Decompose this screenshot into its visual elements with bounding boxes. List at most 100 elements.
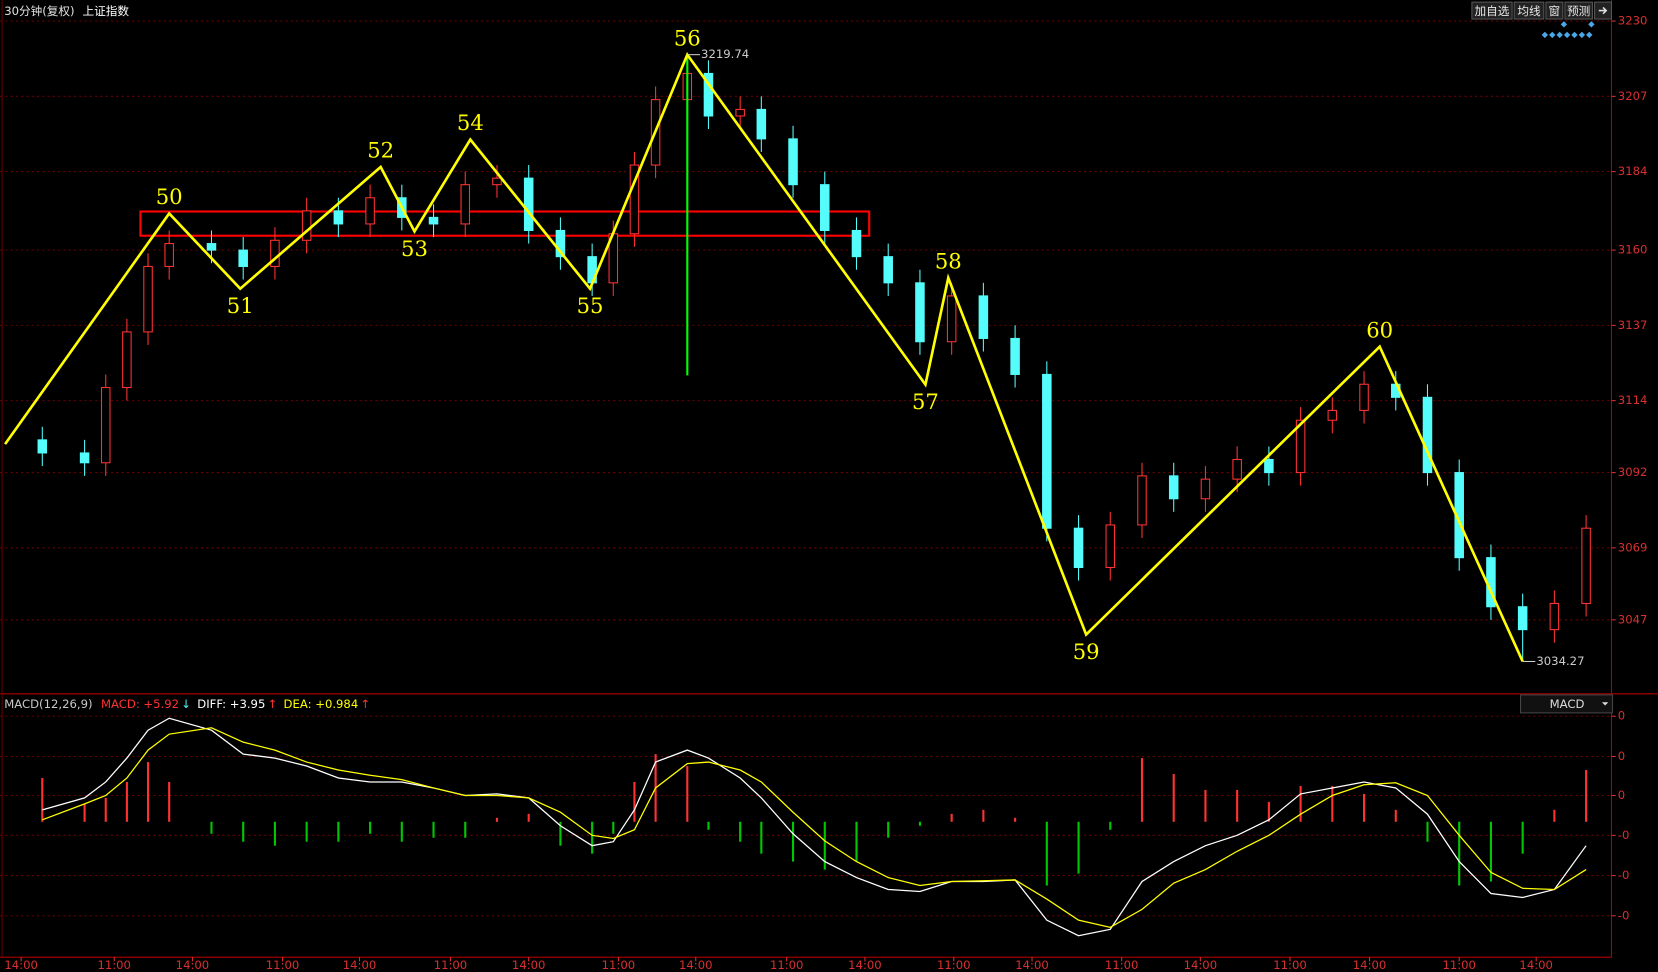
- wave-label: 60: [1366, 317, 1393, 342]
- extreme-label: 3034.27: [1536, 654, 1584, 668]
- wave-label: 59: [1073, 639, 1100, 664]
- candle-body: [883, 256, 893, 284]
- x-tick-label: 14:00: [343, 958, 377, 972]
- legend-arrow: ↓: [181, 697, 191, 711]
- candle-body: [301, 210, 312, 241]
- toolbar-label[interactable]: 预测: [1567, 4, 1590, 18]
- x-tick-label: 11:00: [937, 958, 971, 972]
- selector-label[interactable]: MACD: [1550, 697, 1585, 711]
- candle-body: [915, 282, 925, 343]
- candle-body: [1168, 475, 1179, 500]
- toolbar-button[interactable]: [1545, 1, 1564, 20]
- x-tick-label: 11:00: [97, 958, 131, 972]
- y-tick-label: 3184: [1618, 164, 1648, 178]
- legend-entry: DIFF: +3.95: [197, 697, 265, 711]
- candle-body: [1327, 409, 1338, 421]
- macd-line: [42, 717, 1587, 937]
- candle-body: [1422, 396, 1433, 474]
- candle-body: [206, 243, 217, 251]
- candle-body: [37, 439, 48, 454]
- x-tick-label: 14:00: [512, 958, 546, 972]
- candle-body: [978, 295, 989, 339]
- x-tick-label: 11:00: [602, 958, 636, 972]
- y-tick-label: 3137: [1618, 318, 1648, 332]
- toolbar-label[interactable]: 加自选: [1475, 4, 1510, 18]
- selector-frame[interactable]: [1520, 694, 1614, 714]
- candle-body: [1010, 337, 1020, 375]
- y-tick-label: 3069: [1618, 540, 1648, 554]
- candle-body: [703, 72, 714, 117]
- x-tick-label: 14:00: [1184, 958, 1218, 972]
- macd-line: [42, 727, 1587, 928]
- candle-body: [1517, 606, 1528, 631]
- x-tick-label: 11:00: [1442, 958, 1476, 972]
- y-tick-label: 3160: [1618, 243, 1648, 257]
- indicator-selector[interactable]: MACD: [1520, 694, 1614, 714]
- candle-body: [333, 210, 344, 225]
- wave-label: 54: [457, 110, 484, 135]
- y-tick-label: 3230: [1618, 14, 1648, 28]
- diamond-row: [1541, 21, 1595, 39]
- x-tick-label: 14:00: [4, 958, 38, 972]
- wave-label: 52: [367, 138, 394, 163]
- extreme-label: 3219.74: [701, 47, 749, 61]
- x-tick-label: 11:00: [266, 958, 300, 972]
- candle-body: [1359, 383, 1369, 411]
- candle-body: [756, 108, 767, 140]
- exit-icon[interactable]: [1598, 6, 1608, 15]
- candle-body: [238, 249, 248, 267]
- candle-body: [1581, 527, 1591, 604]
- candle-body: [851, 229, 862, 258]
- y-tick-label: 0: [1618, 749, 1625, 763]
- y-tick-label: 3047: [1618, 612, 1648, 626]
- toolbar-button[interactable]: [1564, 1, 1593, 20]
- toolbar-button[interactable]: [1471, 1, 1513, 20]
- wave-label: 57: [912, 389, 939, 414]
- candle-body: [1042, 373, 1052, 529]
- candle-body: [946, 295, 957, 343]
- y-tick-label: 0: [1618, 788, 1625, 802]
- wave-label: 50: [156, 184, 183, 209]
- legend-arrow: ↑: [360, 697, 370, 711]
- selector-caret[interactable]: [1601, 702, 1609, 706]
- candle-body: [100, 386, 111, 464]
- candle-body: [820, 184, 830, 232]
- x-tick-label: 14:00: [848, 958, 882, 972]
- candle-body: [1232, 458, 1242, 480]
- exit-button[interactable]: [1594, 1, 1613, 20]
- candle-body: [428, 216, 439, 225]
- toolbar-label[interactable]: 均线: [1517, 4, 1541, 18]
- wave-label: 55: [577, 293, 604, 318]
- wave-label: 53: [401, 236, 428, 261]
- candle-body: [555, 229, 566, 258]
- candle-body: [492, 177, 502, 186]
- range-box: [139, 210, 871, 237]
- toolbar-label[interactable]: 窗: [1549, 4, 1561, 18]
- candle-body: [1264, 458, 1274, 474]
- candle-body: [79, 452, 90, 464]
- x-tick-label: 14:00: [679, 958, 713, 972]
- candle-body: [1200, 478, 1211, 500]
- wave-label: 58: [935, 249, 962, 274]
- x-tick-label: 14:00: [1353, 958, 1387, 972]
- candle-body: [1073, 527, 1084, 568]
- legend-entry: DEA: +0.984: [284, 697, 359, 711]
- legend-entry: MACD: +5.92: [101, 697, 179, 711]
- period-label: 30分钟(复权): [4, 4, 74, 18]
- y-tick-label: -0: [1618, 868, 1630, 882]
- candle-body: [1137, 475, 1147, 526]
- y-tick-label: -0: [1618, 908, 1630, 922]
- wave-label: 56: [674, 25, 701, 50]
- candle-body: [629, 164, 640, 235]
- x-tick-label: 14:00: [1519, 958, 1553, 972]
- candle-body: [1549, 602, 1560, 631]
- x-tick-label: 11:00: [1273, 958, 1307, 972]
- toolbar-button[interactable]: [1513, 1, 1545, 20]
- candle-body: [735, 108, 745, 117]
- zigzag-line: [3, 51, 1524, 663]
- legend-arrow: ↑: [267, 697, 277, 711]
- x-tick-label: 14:00: [176, 958, 210, 972]
